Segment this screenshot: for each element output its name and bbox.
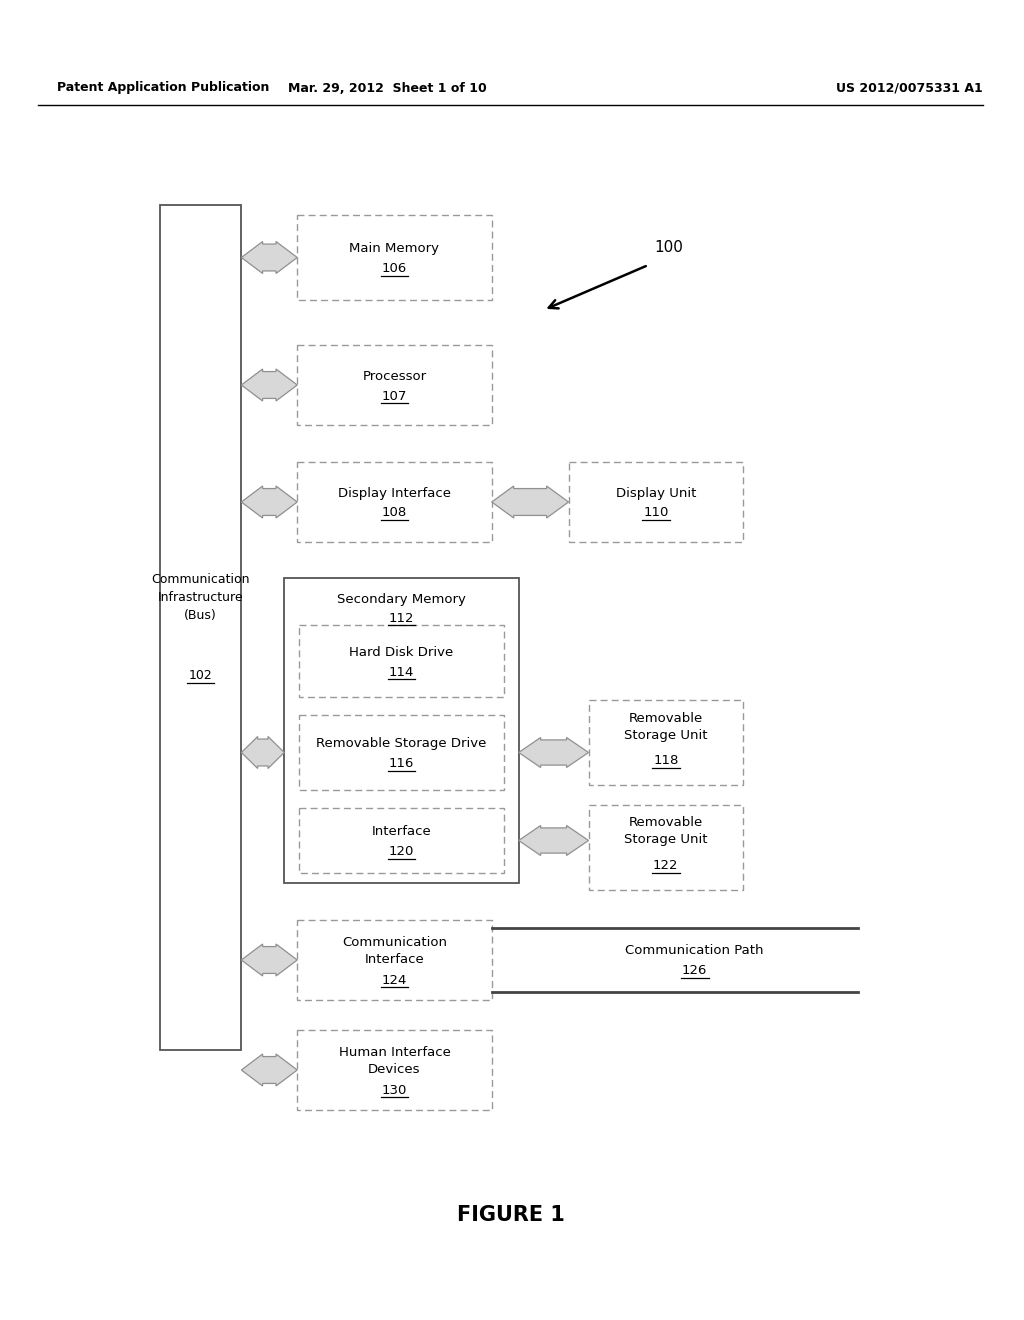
Bar bbox=[285, 578, 519, 883]
Text: US 2012/0075331 A1: US 2012/0075331 A1 bbox=[836, 82, 983, 95]
Text: Hard Disk Drive: Hard Disk Drive bbox=[349, 645, 454, 659]
Polygon shape bbox=[242, 737, 285, 768]
Text: 100: 100 bbox=[654, 240, 683, 256]
Polygon shape bbox=[242, 242, 297, 273]
Text: FIGURE 1: FIGURE 1 bbox=[457, 1205, 564, 1225]
Text: Interface: Interface bbox=[372, 825, 431, 838]
Bar bbox=[297, 462, 492, 543]
Bar bbox=[299, 808, 504, 873]
Text: Removable
Storage Unit: Removable Storage Unit bbox=[624, 711, 708, 742]
Text: 110: 110 bbox=[643, 507, 669, 520]
Bar bbox=[297, 215, 492, 300]
Bar bbox=[297, 1030, 492, 1110]
Text: Communication
Interface: Communication Interface bbox=[342, 936, 447, 966]
Bar bbox=[297, 920, 492, 1001]
Polygon shape bbox=[492, 486, 568, 517]
Polygon shape bbox=[519, 738, 589, 767]
Bar bbox=[589, 700, 743, 785]
Text: Removable Storage Drive: Removable Storage Drive bbox=[316, 737, 486, 750]
Bar bbox=[160, 205, 242, 1049]
Bar bbox=[299, 715, 504, 789]
Bar bbox=[299, 624, 504, 697]
Polygon shape bbox=[242, 1053, 297, 1086]
Text: Communication Path: Communication Path bbox=[626, 945, 764, 957]
Text: Processor: Processor bbox=[362, 370, 427, 383]
Text: 118: 118 bbox=[653, 754, 679, 767]
Text: 130: 130 bbox=[382, 1084, 408, 1097]
Bar bbox=[297, 345, 492, 425]
Text: Human Interface
Devices: Human Interface Devices bbox=[339, 1045, 451, 1076]
Text: 108: 108 bbox=[382, 507, 408, 520]
Text: Communication
Infrastructure
(Bus): Communication Infrastructure (Bus) bbox=[152, 573, 250, 622]
Polygon shape bbox=[242, 370, 297, 401]
Text: Display Interface: Display Interface bbox=[338, 487, 451, 499]
Text: 120: 120 bbox=[389, 845, 414, 858]
Bar bbox=[568, 462, 743, 543]
Text: 106: 106 bbox=[382, 261, 408, 275]
Polygon shape bbox=[519, 825, 589, 855]
Polygon shape bbox=[242, 944, 297, 975]
Polygon shape bbox=[242, 486, 297, 517]
Text: Secondary Memory: Secondary Memory bbox=[337, 594, 466, 606]
Text: 126: 126 bbox=[682, 965, 708, 978]
Text: 116: 116 bbox=[389, 756, 414, 770]
Text: Patent Application Publication: Patent Application Publication bbox=[57, 82, 269, 95]
Text: 122: 122 bbox=[653, 859, 679, 873]
Text: 112: 112 bbox=[389, 611, 415, 624]
Text: 102: 102 bbox=[188, 669, 212, 682]
Text: 107: 107 bbox=[382, 389, 408, 403]
Text: Display Unit: Display Unit bbox=[615, 487, 696, 499]
Text: Mar. 29, 2012  Sheet 1 of 10: Mar. 29, 2012 Sheet 1 of 10 bbox=[288, 82, 486, 95]
Bar bbox=[589, 805, 743, 890]
Text: 114: 114 bbox=[389, 665, 414, 678]
Text: Removable
Storage Unit: Removable Storage Unit bbox=[624, 817, 708, 846]
Text: 124: 124 bbox=[382, 974, 408, 986]
Text: Main Memory: Main Memory bbox=[349, 242, 439, 255]
